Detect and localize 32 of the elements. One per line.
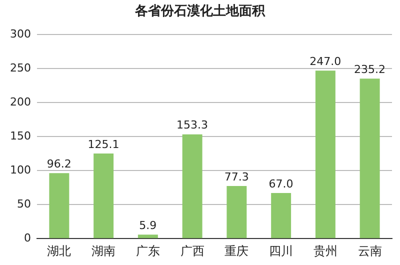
data-label: 153.3 <box>176 118 208 132</box>
x-tick-label: 广西 <box>180 244 204 258</box>
y-tick-label: 100 <box>10 163 31 176</box>
x-tick-label: 湖南 <box>92 244 116 258</box>
y-tick-label: 50 <box>16 197 31 210</box>
data-label: 247.0 <box>310 55 342 68</box>
y-tick-label: 150 <box>10 129 31 142</box>
bar <box>94 154 114 238</box>
y-tick-label: 300 <box>10 27 31 40</box>
x-tick-label: 云南 <box>358 244 382 258</box>
x-tick-label: 广东 <box>136 244 160 258</box>
y-tick-label: 0 <box>24 231 31 244</box>
bar <box>315 70 336 238</box>
chart-title: 各省份石漠化土地面积 <box>134 3 266 21</box>
data-label: 5.9 <box>139 218 157 232</box>
bar <box>226 186 247 238</box>
data-label: 96.2 <box>46 158 72 171</box>
x-tick-label: 四川 <box>269 244 294 258</box>
bar <box>49 173 70 238</box>
data-label: 77.3 <box>224 170 249 184</box>
bar <box>360 78 380 238</box>
bar <box>271 193 292 238</box>
data-label: 125.1 <box>88 138 120 151</box>
bar <box>138 234 158 238</box>
x-tick-label: 贵州 <box>313 244 338 258</box>
y-tick-label: 250 <box>10 61 31 74</box>
bar <box>182 134 202 238</box>
x-tick-label: 重庆 <box>224 244 249 258</box>
data-label: 67.0 <box>268 177 294 190</box>
data-label: 235.2 <box>354 63 386 76</box>
y-tick-label: 200 <box>10 95 31 108</box>
x-tick-label: 湖北 <box>47 244 72 258</box>
